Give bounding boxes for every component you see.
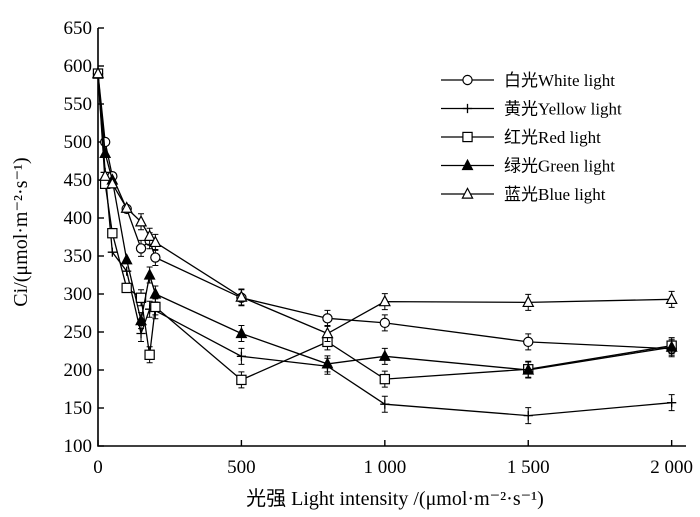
- data-point-triangle-open: [235, 290, 248, 302]
- data-point-triangle-open: [522, 295, 535, 308]
- data-point-triangle-filled: [135, 313, 147, 326]
- data-point-triangle-open: [120, 201, 133, 213]
- series-line: [97, 73, 672, 371]
- y-tick-label: 400: [64, 208, 93, 229]
- data-point-triangle-open: [149, 235, 162, 248]
- y-tick-label: 250: [64, 322, 93, 343]
- data-point-triangle-open: [321, 326, 334, 339]
- y-tick-label: 150: [64, 398, 93, 419]
- data-point-circle: [379, 317, 391, 329]
- legend-item-circle: 白光White light: [441, 71, 615, 90]
- data-point-triangle-filled: [321, 357, 334, 369]
- legend-item-square: 红光Red light: [441, 128, 601, 147]
- series-plus: [93, 69, 677, 425]
- data-point-triangle-filled: [235, 326, 248, 339]
- data-point-plus: [380, 399, 390, 409]
- y-axis-title: Ci/(μmol·m⁻²·s⁻¹): [10, 157, 32, 306]
- data-point-triangle-filled: [143, 268, 156, 280]
- data-point-triangle-filled: [378, 349, 391, 361]
- x-axis-title: 光强 Light intensity /(μmol·m⁻²·s⁻¹): [246, 487, 544, 510]
- data-point-square: [462, 131, 473, 143]
- data-point-triangle-filled: [461, 158, 474, 171]
- y-tick-label: 300: [64, 284, 93, 305]
- y-tick-label: 350: [64, 246, 93, 267]
- data-point-plus: [136, 328, 146, 339]
- data-point-circle: [462, 74, 473, 86]
- y-tick-label: 650: [64, 18, 93, 39]
- legend-label: 红光Red light: [504, 128, 601, 147]
- data-point-triangle-filled: [120, 253, 133, 265]
- data-point-plus: [462, 103, 473, 114]
- data-point-plus: [107, 247, 117, 257]
- data-point-circle: [135, 243, 147, 254]
- legend-label: 白光White light: [504, 71, 615, 90]
- data-point-circle: [523, 336, 534, 348]
- series-triangle-open: [91, 66, 678, 343]
- x-tick-label: 500: [227, 457, 256, 478]
- series-line: [97, 73, 672, 381]
- y-tick-label: 550: [64, 94, 93, 115]
- x-tick-label: 1 500: [507, 457, 550, 478]
- x-tick-label: 0: [93, 457, 103, 478]
- y-tick-label: 500: [64, 132, 93, 153]
- data-point-triangle-open: [99, 169, 112, 181]
- data-point-square: [121, 282, 132, 294]
- data-point-square: [379, 373, 391, 385]
- data-point-square: [144, 349, 155, 361]
- legend-label: 绿光Green light: [504, 157, 615, 176]
- data-point-triangle-open: [134, 214, 148, 227]
- data-point-circle: [322, 313, 333, 324]
- x-tick-label: 1 000: [363, 457, 406, 478]
- data-point-triangle-open: [665, 292, 678, 305]
- x-tick-label: 2 000: [650, 457, 693, 478]
- y-tick-label: 450: [64, 170, 93, 191]
- series-layer: [91, 66, 678, 425]
- data-point-triangle-filled: [522, 363, 535, 375]
- data-point-plus: [236, 351, 247, 361]
- data-point-square: [236, 374, 247, 386]
- data-point-plus: [667, 398, 677, 408]
- data-point-triangle-filled: [99, 146, 112, 158]
- data-point-triangle-open: [378, 294, 391, 307]
- data-point-triangle-open: [461, 187, 474, 199]
- data-point-square: [150, 301, 161, 313]
- legend-item-plus: 黄光Yellow light: [441, 100, 622, 119]
- series-triangle-filled: [92, 66, 678, 379]
- data-point-triangle-open: [143, 229, 156, 241]
- legend-item-triangle-filled: 绿光Green light: [441, 157, 615, 176]
- data-point-triangle-filled: [665, 340, 678, 352]
- data-point-triangle-filled: [149, 287, 162, 299]
- y-tick-label: 600: [64, 56, 93, 77]
- data-point-circle: [150, 252, 161, 263]
- legend-item-triangle-open: 蓝光Blue light: [441, 185, 606, 204]
- data-point-triangle-open: [106, 176, 119, 189]
- legend: 白光White light 黄光Yellow light 红光Red light 绿光…: [441, 71, 622, 204]
- y-tick-label: 200: [64, 360, 93, 381]
- data-point-triangle-open: [91, 66, 105, 79]
- y-tick-label: 100: [64, 436, 93, 457]
- data-point-plus: [523, 411, 533, 421]
- axes: 100 150 200 250 300 350 400 450 500 550 600 650 0 500…: [64, 18, 694, 478]
- data-point-square: [107, 228, 118, 239]
- legend-label: 蓝光Blue light: [504, 185, 606, 204]
- axis-lines: [97, 28, 686, 447]
- legend-label: 黄光Yellow light: [504, 100, 622, 119]
